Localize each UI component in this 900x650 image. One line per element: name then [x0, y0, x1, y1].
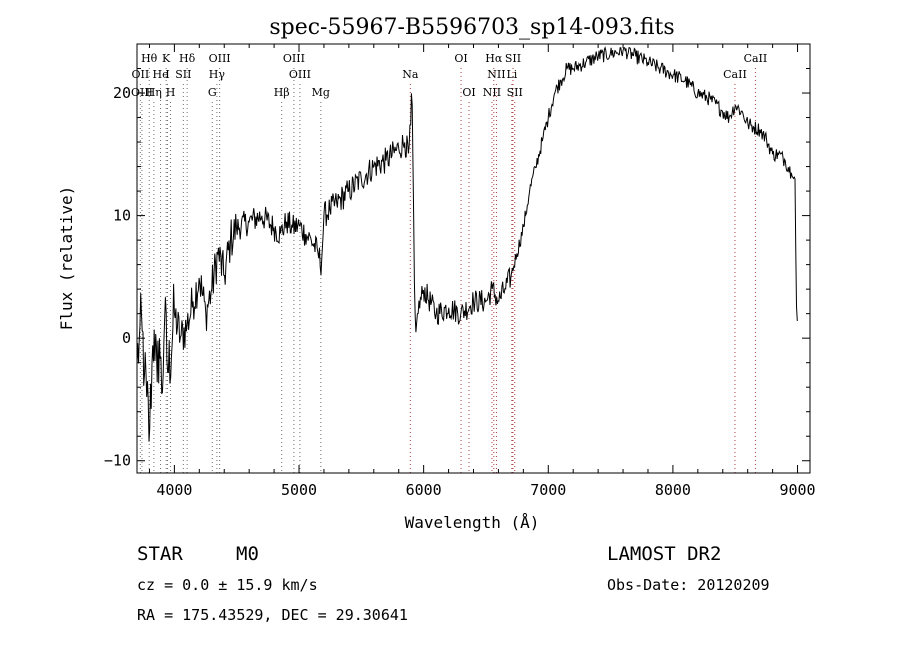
flux-series-line — [136, 46, 798, 442]
plot-frame — [136, 43, 811, 474]
object-class: STAR — [137, 543, 183, 565]
spectral-line-label: NII — [487, 68, 505, 81]
spectral-line-label: SII — [505, 52, 521, 65]
y-axis-label: Flux (relative) — [57, 186, 76, 331]
spectral-line-label: Hβ — [274, 86, 290, 99]
y-tick-label: 20 — [113, 84, 131, 102]
y-tick-label: 10 — [113, 207, 131, 225]
redshift-velocity: cz = 0.0 ± 15.9 km/s — [137, 576, 318, 594]
spectral-line-label: SII — [175, 68, 191, 81]
spectral-line-label: Hδ — [179, 52, 196, 65]
spectral-line-label: OIII — [283, 52, 305, 65]
spectral-line-label: Na — [402, 68, 419, 81]
observation-date: Obs-Date: 20120209 — [607, 576, 770, 594]
spectral-line-label: CaII — [723, 68, 747, 81]
spectral-line-label: CaII — [744, 52, 768, 65]
chart-title: spec-55967-B5596703_sp14-093.fits — [269, 15, 674, 40]
spectral-line-label: Hη — [146, 86, 162, 99]
spectral-line-label: He — [153, 68, 169, 81]
spectral-line-label: SII — [507, 86, 523, 99]
x-tick-label: 9000 — [779, 481, 815, 499]
x-tick-label: 5000 — [281, 481, 317, 499]
x-tick-label: 6000 — [406, 481, 442, 499]
axis-ticks: 4000 5000 6000 7000 8000 9000 −10 0 10 20 — [104, 43, 816, 499]
spectral-line-label: G — [208, 86, 217, 99]
spectral-line-label: I — [165, 68, 169, 81]
x-axis-label: Wavelength (Å) — [405, 513, 540, 532]
spectral-line-label: K — [162, 52, 171, 65]
x-tick-label: 7000 — [530, 481, 566, 499]
y-tick-label: 0 — [122, 329, 131, 347]
x-tick-label: 4000 — [156, 481, 192, 499]
x-tick-label: 8000 — [655, 481, 691, 499]
spectral-line-label: OII — [132, 68, 150, 81]
spectral-line-label: OIII — [289, 68, 311, 81]
spectral-line-label: Mg — [312, 86, 330, 99]
spectral-line-label: Hα — [485, 52, 503, 65]
coordinates: RA = 175.43529, DEC = 29.30641 — [137, 606, 408, 624]
spectral-line-label: OI — [454, 52, 467, 65]
object-subclass: M0 — [236, 543, 259, 565]
y-tick-label: −10 — [104, 452, 131, 470]
spectral-line-label: Hγ — [209, 68, 226, 81]
spectral-line-label: NII — [483, 86, 501, 99]
spectral-line-label: OIII — [209, 52, 231, 65]
spectral-line-label: OI — [462, 86, 475, 99]
spectral-line-label: Hθ — [141, 52, 158, 65]
survey-name: LAMOST DR2 — [607, 543, 721, 565]
spectral-line-label: H — [166, 86, 176, 99]
spectral-line-label: OIII — [131, 86, 153, 99]
spectral-line-label: Li — [506, 68, 517, 81]
